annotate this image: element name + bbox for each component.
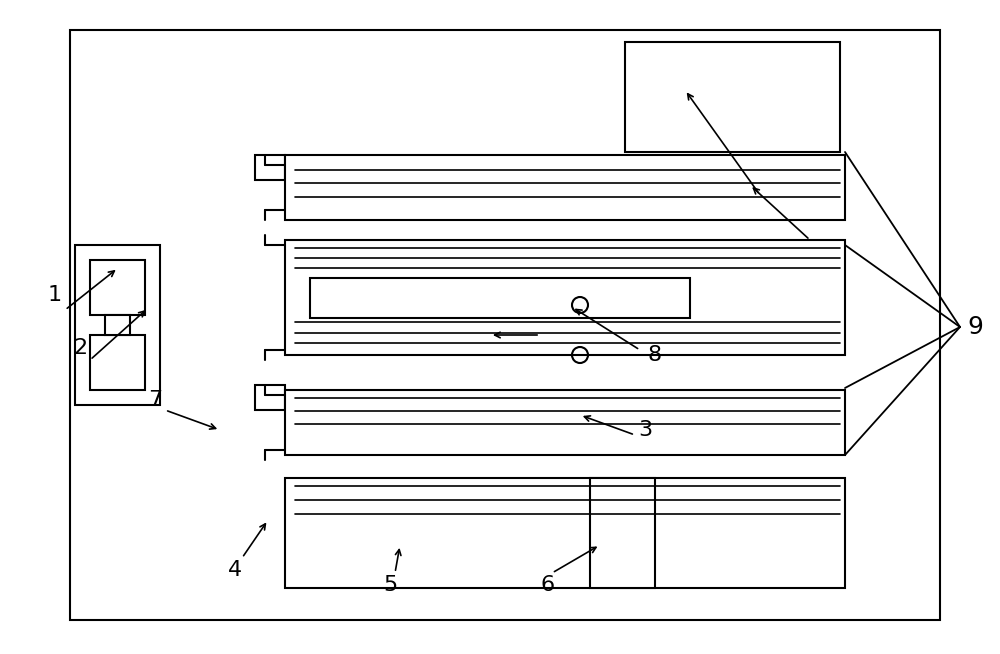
Bar — [105, 315, 130, 335]
Text: 9: 9 — [967, 315, 983, 339]
Text: 6: 6 — [541, 575, 555, 595]
Bar — [625, 42, 840, 152]
Text: 8: 8 — [648, 345, 662, 365]
Bar — [285, 478, 845, 588]
Text: 4: 4 — [228, 560, 242, 580]
Bar — [70, 30, 940, 620]
Text: 2: 2 — [73, 338, 87, 358]
Bar — [255, 155, 285, 180]
Bar — [310, 278, 690, 318]
Bar — [90, 335, 145, 390]
Bar — [285, 390, 845, 455]
Bar — [285, 155, 845, 220]
Text: 5: 5 — [383, 575, 397, 595]
Text: 3: 3 — [638, 420, 652, 440]
Bar — [285, 240, 845, 355]
Bar — [90, 260, 145, 315]
Text: 1: 1 — [48, 285, 62, 305]
Bar — [255, 385, 285, 410]
Text: 7: 7 — [148, 390, 162, 410]
Bar — [590, 478, 655, 588]
Bar — [75, 245, 160, 405]
